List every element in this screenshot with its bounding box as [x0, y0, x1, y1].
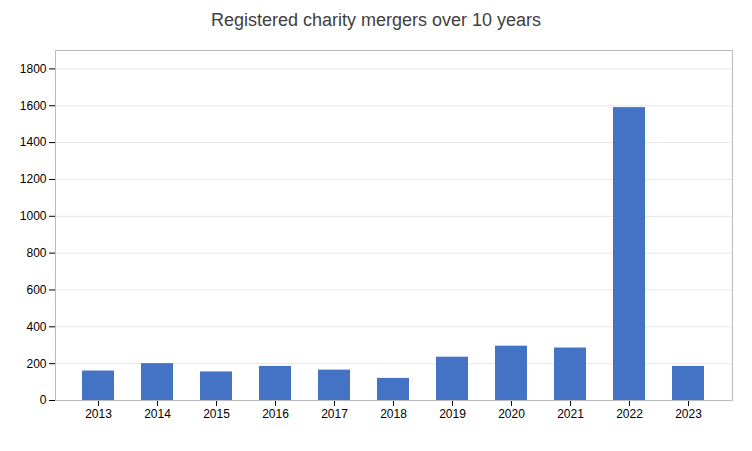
svg-text:2013: 2013 — [85, 407, 112, 421]
svg-text:2022: 2022 — [616, 407, 643, 421]
svg-text:200: 200 — [26, 356, 46, 370]
svg-text:2020: 2020 — [498, 407, 525, 421]
svg-text:1200: 1200 — [20, 172, 47, 186]
svg-text:1000: 1000 — [20, 209, 47, 223]
svg-text:2014: 2014 — [144, 407, 171, 421]
svg-text:2017: 2017 — [321, 407, 348, 421]
html-text:Registered charity mergers ove: Registered charity mergers over 10 years — [210, 10, 542, 30]
svg-text:600: 600 — [26, 283, 46, 297]
svg-text:1400: 1400 — [20, 135, 47, 149]
svg-text:0: 0 — [40, 393, 47, 407]
svg-text:1800: 1800 — [20, 62, 47, 76]
svg-text:2021: 2021 — [557, 407, 584, 421]
svg-text:2018: 2018 — [380, 407, 407, 421]
svg-text:1600: 1600 — [20, 99, 47, 113]
svg-text:800: 800 — [26, 246, 46, 260]
svg-text:2019: 2019 — [439, 407, 466, 421]
svg-text:2016: 2016 — [262, 407, 289, 421]
svg-text:2015: 2015 — [203, 407, 230, 421]
svg-text:2023: 2023 — [675, 407, 702, 421]
svg-text:400: 400 — [26, 320, 46, 334]
